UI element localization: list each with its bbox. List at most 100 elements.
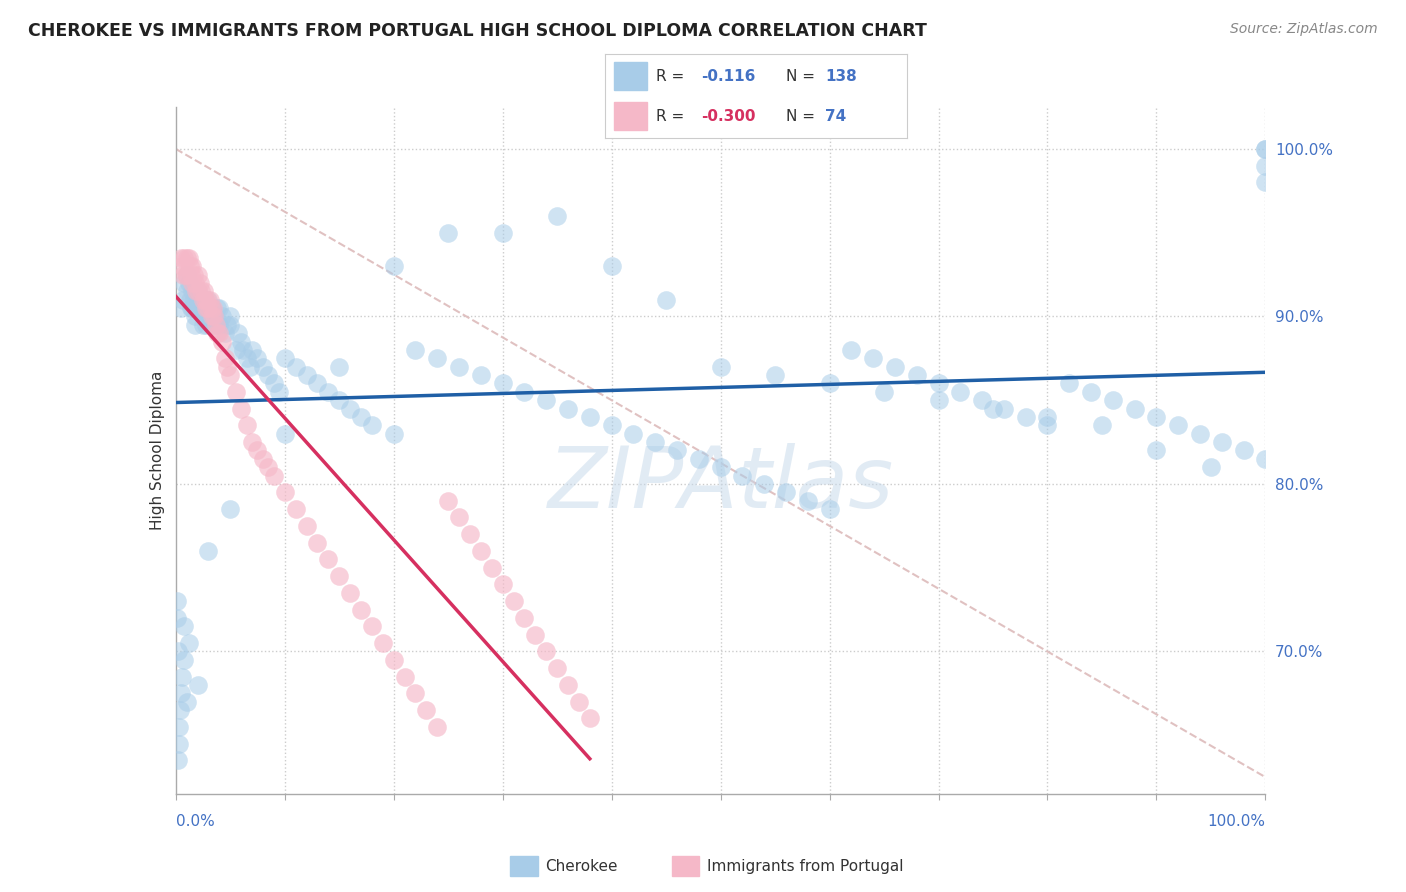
Point (191, 293, 214, 307)
Point (928, 376, 950, 391)
Point (1144, 409, 1167, 424)
Point (274, 351, 297, 366)
Point (274, 485, 297, 500)
Point (710, 460, 733, 475)
Text: -0.116: -0.116 (702, 69, 755, 84)
Point (188, 276, 211, 290)
Text: Cherokee: Cherokee (546, 859, 619, 873)
Point (208, 318, 231, 332)
Point (231, 401, 253, 416)
Point (993, 401, 1015, 416)
Point (382, 653, 405, 667)
Point (183, 268, 205, 282)
Point (339, 401, 361, 416)
Point (426, 720, 449, 734)
Point (546, 209, 568, 223)
Point (214, 351, 236, 366)
Text: 74: 74 (825, 109, 846, 124)
Point (195, 301, 218, 315)
Point (447, 359, 470, 374)
Point (1144, 443, 1167, 458)
Point (437, 226, 460, 240)
Point (176, 695, 198, 709)
Point (232, 343, 254, 357)
Point (170, 301, 193, 315)
Point (763, 368, 786, 382)
Point (928, 393, 950, 408)
Point (176, 251, 198, 265)
Point (382, 426, 405, 441)
Point (470, 544, 492, 558)
Point (1015, 409, 1038, 424)
Point (339, 586, 361, 600)
Point (179, 259, 201, 273)
Point (172, 670, 194, 684)
Point (180, 268, 202, 282)
Point (873, 384, 896, 399)
Text: CHEROKEE VS IMMIGRANTS FROM PORTUGAL HIGH SCHOOL DIPLOMA CORRELATION CHART: CHEROKEE VS IMMIGRANTS FROM PORTUGAL HIG… (28, 22, 927, 40)
Point (534, 393, 557, 408)
Point (688, 451, 710, 466)
Point (167, 644, 190, 658)
Point (205, 326, 228, 341)
Point (167, 720, 190, 734)
Point (198, 293, 221, 307)
Point (197, 301, 219, 315)
Point (731, 468, 754, 483)
Point (181, 276, 204, 290)
Point (1167, 418, 1189, 433)
Point (179, 293, 201, 307)
Point (246, 351, 269, 366)
Point (167, 737, 190, 751)
Point (208, 326, 231, 341)
Point (176, 268, 198, 282)
Point (328, 359, 350, 374)
Point (174, 268, 197, 282)
Point (841, 343, 863, 357)
Point (328, 393, 350, 408)
Point (170, 686, 193, 700)
Point (1057, 376, 1080, 391)
Point (194, 293, 217, 307)
Point (600, 259, 623, 273)
Point (166, 611, 188, 625)
Point (205, 318, 228, 332)
Point (226, 326, 249, 341)
Point (568, 695, 591, 709)
Point (225, 384, 247, 399)
Point (252, 451, 274, 466)
Point (257, 460, 280, 475)
Point (382, 259, 405, 273)
Point (415, 703, 437, 717)
Point (269, 384, 291, 399)
Point (1254, 159, 1277, 173)
Text: 0.0%: 0.0% (176, 814, 215, 829)
Point (1254, 142, 1277, 156)
Point (263, 468, 285, 483)
Text: R =: R = (657, 109, 685, 124)
Point (176, 285, 198, 299)
Point (181, 285, 204, 299)
Point (184, 276, 207, 290)
Bar (672, 856, 699, 876)
Point (350, 409, 373, 424)
Point (195, 318, 218, 332)
Point (1232, 443, 1256, 458)
Point (177, 276, 200, 290)
Point (579, 409, 602, 424)
Point (492, 376, 515, 391)
Point (458, 527, 481, 541)
Point (644, 435, 666, 450)
Point (219, 318, 242, 332)
Point (239, 359, 262, 374)
Point (1080, 384, 1102, 399)
Point (184, 318, 207, 332)
Point (405, 686, 427, 700)
Text: 100.0%: 100.0% (1208, 814, 1265, 829)
Point (371, 636, 394, 650)
Point (949, 384, 972, 399)
Point (328, 569, 350, 583)
Point (176, 268, 198, 282)
Point (169, 703, 191, 717)
Point (775, 485, 797, 500)
